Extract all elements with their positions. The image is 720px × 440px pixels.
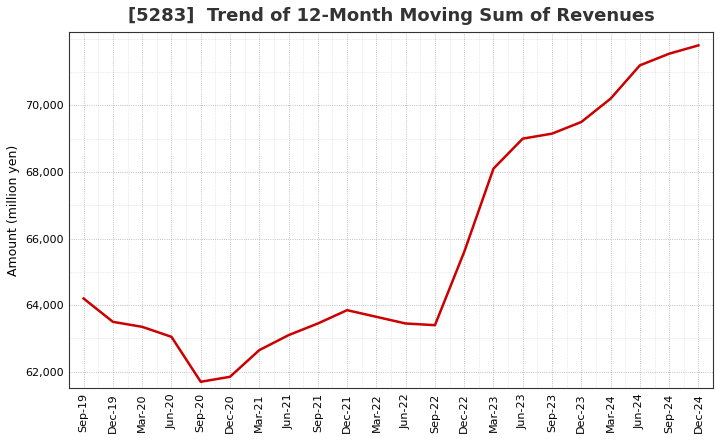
- Y-axis label: Amount (million yen): Amount (million yen): [7, 145, 20, 276]
- Title: [5283]  Trend of 12-Month Moving Sum of Revenues: [5283] Trend of 12-Month Moving Sum of R…: [127, 7, 654, 25]
